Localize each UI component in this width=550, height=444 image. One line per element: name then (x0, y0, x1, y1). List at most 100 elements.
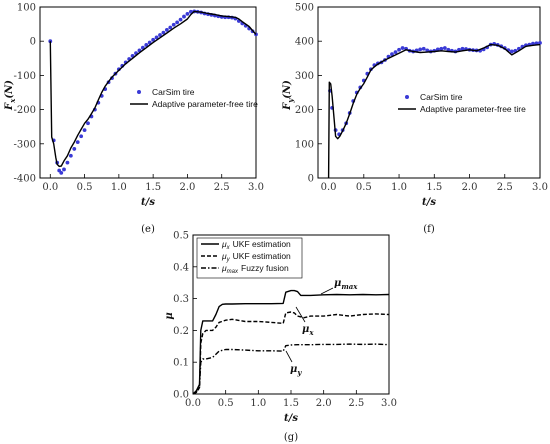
y-tick-label: -100 (14, 71, 36, 82)
panel-f-legend: CarSim tire Adaptive parameter-free tire (398, 92, 526, 114)
x-tick-label: 0.0 (321, 182, 337, 193)
panel-f-fy-chart: 0.0 0.5 1.0 1.5 2.0 2.5 3.0 500 400 300 200 100 0 Fy… (282, 3, 548, 236)
carsim-data-point (151, 37, 156, 42)
carsim-data-point (460, 46, 465, 51)
x-tick-label: 2.5 (497, 182, 513, 193)
panel-e-x-axis-label: t/s (141, 197, 155, 208)
x-tick-label: 0.5 (356, 182, 372, 193)
y-tick-label: -200 (14, 105, 36, 116)
y-tick-label: 200 (295, 105, 314, 116)
carsim-data-point (72, 147, 77, 151)
panel-g-legend-mumax: μmax Fuzzy fusion (221, 263, 289, 275)
series-line-max (192, 343, 390, 395)
x-tick-label: 2.0 (462, 182, 478, 193)
carsim-data-point (421, 46, 426, 51)
x-tick-label: 1.5 (426, 182, 442, 193)
carsim-data-point (538, 41, 542, 45)
series-line-y (192, 311, 390, 395)
y-tick-label: 0.0 (173, 390, 189, 401)
carsim-data-point (48, 39, 53, 44)
panel-e-legend-carsim: CarSim tire (152, 87, 195, 97)
x-tick-label: 2.5 (348, 398, 364, 409)
panel-g-y-axis-label: μ (164, 312, 175, 319)
x-tick-label: 1.0 (250, 398, 266, 409)
x-tick-label: 0.0 (42, 182, 58, 193)
panel-e-legend-adaptive: Adaptive parameter-free tire (152, 99, 258, 109)
carsim-data-point (161, 30, 166, 35)
panel-e-y-axis-label: Fx(N) (4, 80, 17, 111)
panel-g-annotations: μmax μx μy (285, 278, 358, 377)
annotation-mu-max: μmax (334, 278, 358, 291)
carsim-data-point (154, 35, 159, 40)
carsim-data-point (185, 11, 190, 16)
x-tick-label: 3.0 (532, 182, 548, 193)
x-tick-label: 0.5 (77, 182, 93, 193)
annotation-mu-y-pointer (285, 350, 293, 363)
panel-f-x-axis-label: t/s (422, 197, 436, 208)
panel-e-legend: CarSim tire Adaptive parameter-free tire (130, 87, 258, 109)
carsim-data-point (147, 40, 152, 45)
carsim-data-point (140, 45, 145, 50)
carsim-data-point (182, 14, 186, 19)
x-tick-label: 2.0 (316, 398, 332, 409)
y-tick-label: 0 (308, 174, 314, 185)
panel-g-legend: μx UKF estimation μy UKF estimation μmax Fu… (196, 237, 303, 279)
panel-f-series (327, 41, 542, 179)
carsim-data-point (82, 128, 87, 133)
panel-e-label: (e) (141, 224, 155, 235)
y-tick-label: 300 (295, 71, 314, 82)
carsim-data-point (442, 46, 447, 50)
carsim-data-point (439, 46, 444, 51)
carsim-data-point (158, 33, 162, 37)
panel-g-ticks: 0.0 0.5 1.0 1.5 2.0 2.5 3.0 0.5 0.4 0.3 0.2 0.1 0.0 (173, 231, 397, 410)
y-tick-label: -400 (14, 174, 36, 185)
carsim-data-point (175, 20, 180, 25)
y-tick-label: -300 (14, 139, 36, 150)
y-tick-label: 0.4 (173, 262, 189, 273)
series-line-x (192, 289, 390, 395)
panel-g-mu-chart: 0.0 0.5 1.0 1.5 2.0 2.5 3.0 0.5 0.4 0.3 0.2 0.10.0 … (164, 231, 397, 444)
panel-e-ticks: 0.0 0.5 1.0 1.5 2.0 2.5 3.0 100 0 -100 -200 -300 -40… (14, 3, 264, 194)
y-tick-label: 500 (295, 3, 314, 14)
y-tick-label: 100 (295, 139, 314, 150)
carsim-data-point (65, 160, 70, 165)
annotation-mu-max-pointer (320, 287, 334, 295)
panel-e-plot-frame (39, 6, 257, 179)
annotation-mu-x: μx (302, 324, 314, 337)
y-tick-label: 0.2 (173, 326, 189, 337)
panel-g-legend-mux: μx UKF estimation (221, 239, 291, 251)
x-tick-label: 0.0 (185, 398, 201, 409)
y-tick-label: 0.3 (173, 294, 189, 305)
panel-f-plot-frame (317, 6, 541, 179)
y-tick-label: 0.1 (173, 358, 189, 369)
x-tick-label: 1.0 (391, 182, 407, 193)
carsim-data-point (62, 167, 66, 172)
carsim-data-point (59, 170, 64, 175)
carsim-data-point (168, 25, 173, 30)
panel-g-x-axis-label: t/s (284, 413, 298, 424)
carsim-data-point (390, 52, 394, 57)
y-tick-label: 0 (30, 37, 36, 48)
panel-g-label: (g) (284, 432, 298, 443)
panel-g-series (192, 289, 390, 395)
series-line-adaptive (49, 10, 257, 168)
x-tick-label: 1.5 (145, 182, 161, 193)
carsim-data-point (446, 47, 451, 52)
y-tick-label: 400 (295, 37, 314, 48)
y-tick-label: 0.5 (173, 231, 189, 242)
carsim-data-point (164, 28, 169, 32)
x-tick-label: 2.5 (214, 182, 230, 193)
panel-e-fx-chart: 0.0 0.5 1.0 1.5 2.0 2.5 3.0 100 0 -100 -200 -300 -40… (4, 3, 264, 236)
x-tick-label: 2.0 (179, 182, 195, 193)
annotation-mu-x-pointer (295, 306, 306, 323)
panel-e-series (48, 9, 258, 175)
carsim-data-point (397, 47, 401, 52)
carsim-data-point (509, 49, 514, 54)
y-tick-label: 100 (17, 3, 36, 14)
carsim-data-point (75, 140, 80, 144)
panel-f-legend-carsim: CarSim tire (420, 92, 463, 102)
x-tick-label: 3.0 (248, 182, 264, 193)
carsim-data-point (418, 47, 423, 52)
panel-f-label: (f) (423, 224, 435, 235)
annotation-mu-y: μy (290, 364, 302, 377)
